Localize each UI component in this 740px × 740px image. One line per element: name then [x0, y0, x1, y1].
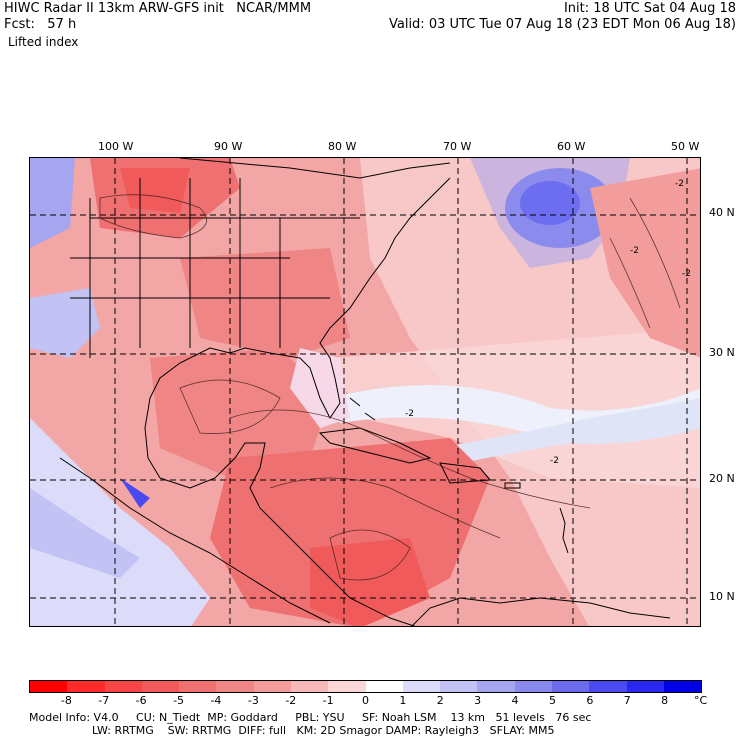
lifted-index-map: -2 -2 -2 -2 -2	[29, 157, 701, 627]
model-info-line1: Model Info: V4.0 CU: N_Tiedt MP: Goddard…	[29, 711, 592, 724]
lon-label-80w: 80 W	[328, 140, 357, 153]
lat-label-10n: 10 N	[709, 590, 735, 603]
svg-text:-2: -2	[675, 179, 684, 189]
colorbar-segment	[104, 681, 142, 692]
colorbar-tick-label: -5	[173, 694, 185, 707]
colorbar-tick-label: -6	[135, 694, 147, 707]
colorbar-segment	[626, 681, 664, 692]
colorbar-tick-label: 6	[586, 694, 594, 707]
colorbar-segment	[514, 681, 552, 692]
colorbar-segment	[551, 681, 590, 692]
grid-lines	[30, 158, 700, 626]
colorbar-segment	[67, 681, 105, 692]
lon-label-90w: 90 W	[214, 140, 243, 153]
colorbar-tick-label: -8	[60, 694, 72, 707]
colorbar-tick-label: 1	[399, 694, 407, 707]
lon-label-60w: 60 W	[557, 140, 586, 153]
colorbar-unit: °C	[694, 694, 708, 707]
colorbar-tick-label: -1	[322, 694, 334, 707]
colorbar-tick-label: 8	[661, 694, 669, 707]
colorbar-segment	[328, 681, 366, 692]
colorbar-segment	[402, 681, 441, 692]
coastlines	[59, 158, 671, 626]
contour-lines	[99, 194, 681, 581]
model-info-line2: LW: RRTMG SW: RRTMG DIFF: full KM: 2D Sm…	[29, 724, 555, 737]
colorbar-tick-label: 4	[511, 694, 519, 707]
colorbar-segment	[290, 681, 329, 692]
forecast-hour: Fcst: 57 h	[4, 17, 77, 32]
colorbar-tick-label: -3	[247, 694, 259, 707]
lon-label-70w: 70 W	[443, 140, 472, 153]
colorbar-tick-label: -7	[98, 694, 110, 707]
colorbar	[29, 680, 702, 693]
svg-text:-2: -2	[630, 246, 639, 256]
colorbar-segment	[589, 681, 627, 692]
colorbar-tick-label: -2	[285, 694, 297, 707]
colorbar-segment	[253, 681, 291, 692]
colorbar-segment	[477, 681, 515, 692]
colorbar-tick-label: 3	[474, 694, 482, 707]
contour-labels: -2 -2 -2 -2 -2	[405, 179, 691, 466]
svg-text:-2: -2	[405, 409, 414, 419]
colorbar-tick-label: 0	[362, 694, 369, 707]
colorbar-tick-label: 5	[548, 694, 556, 707]
colorbar-segment	[179, 681, 217, 692]
colorbar-tick-label: 2	[436, 694, 444, 707]
colorbar-tick-label: -4	[210, 694, 222, 707]
lat-label-30n: 30 N	[709, 346, 735, 359]
colorbar-segment	[365, 681, 403, 692]
valid-time: Valid: 03 UTC Tue 07 Aug 18 (23 EDT Mon …	[388, 17, 736, 32]
lon-label-50w: 50 W	[671, 140, 700, 153]
lon-label-100w: 100 W	[98, 140, 134, 153]
lat-label-40n: 40 N	[709, 206, 735, 219]
colorbar-segment	[30, 681, 68, 692]
svg-text:-2: -2	[682, 269, 691, 279]
colorbar-segment	[663, 681, 702, 692]
colorbar-segment	[440, 681, 478, 692]
svg-text:-2: -2	[550, 456, 559, 466]
model-title: HIWC Radar II 13km ARW-GFS init NCAR/MMM	[4, 1, 312, 16]
colorbar-segment	[141, 681, 180, 692]
map-field-svg: -2 -2 -2 -2 -2	[30, 158, 700, 626]
init-time: Init: 18 UTC Sat 04 Aug 18	[563, 1, 736, 16]
colorbar-segment	[216, 681, 254, 692]
lat-label-20n: 20 N	[709, 472, 735, 485]
colorbar-tick-label: 7	[623, 694, 631, 707]
field-name: Lifted index	[8, 35, 79, 49]
